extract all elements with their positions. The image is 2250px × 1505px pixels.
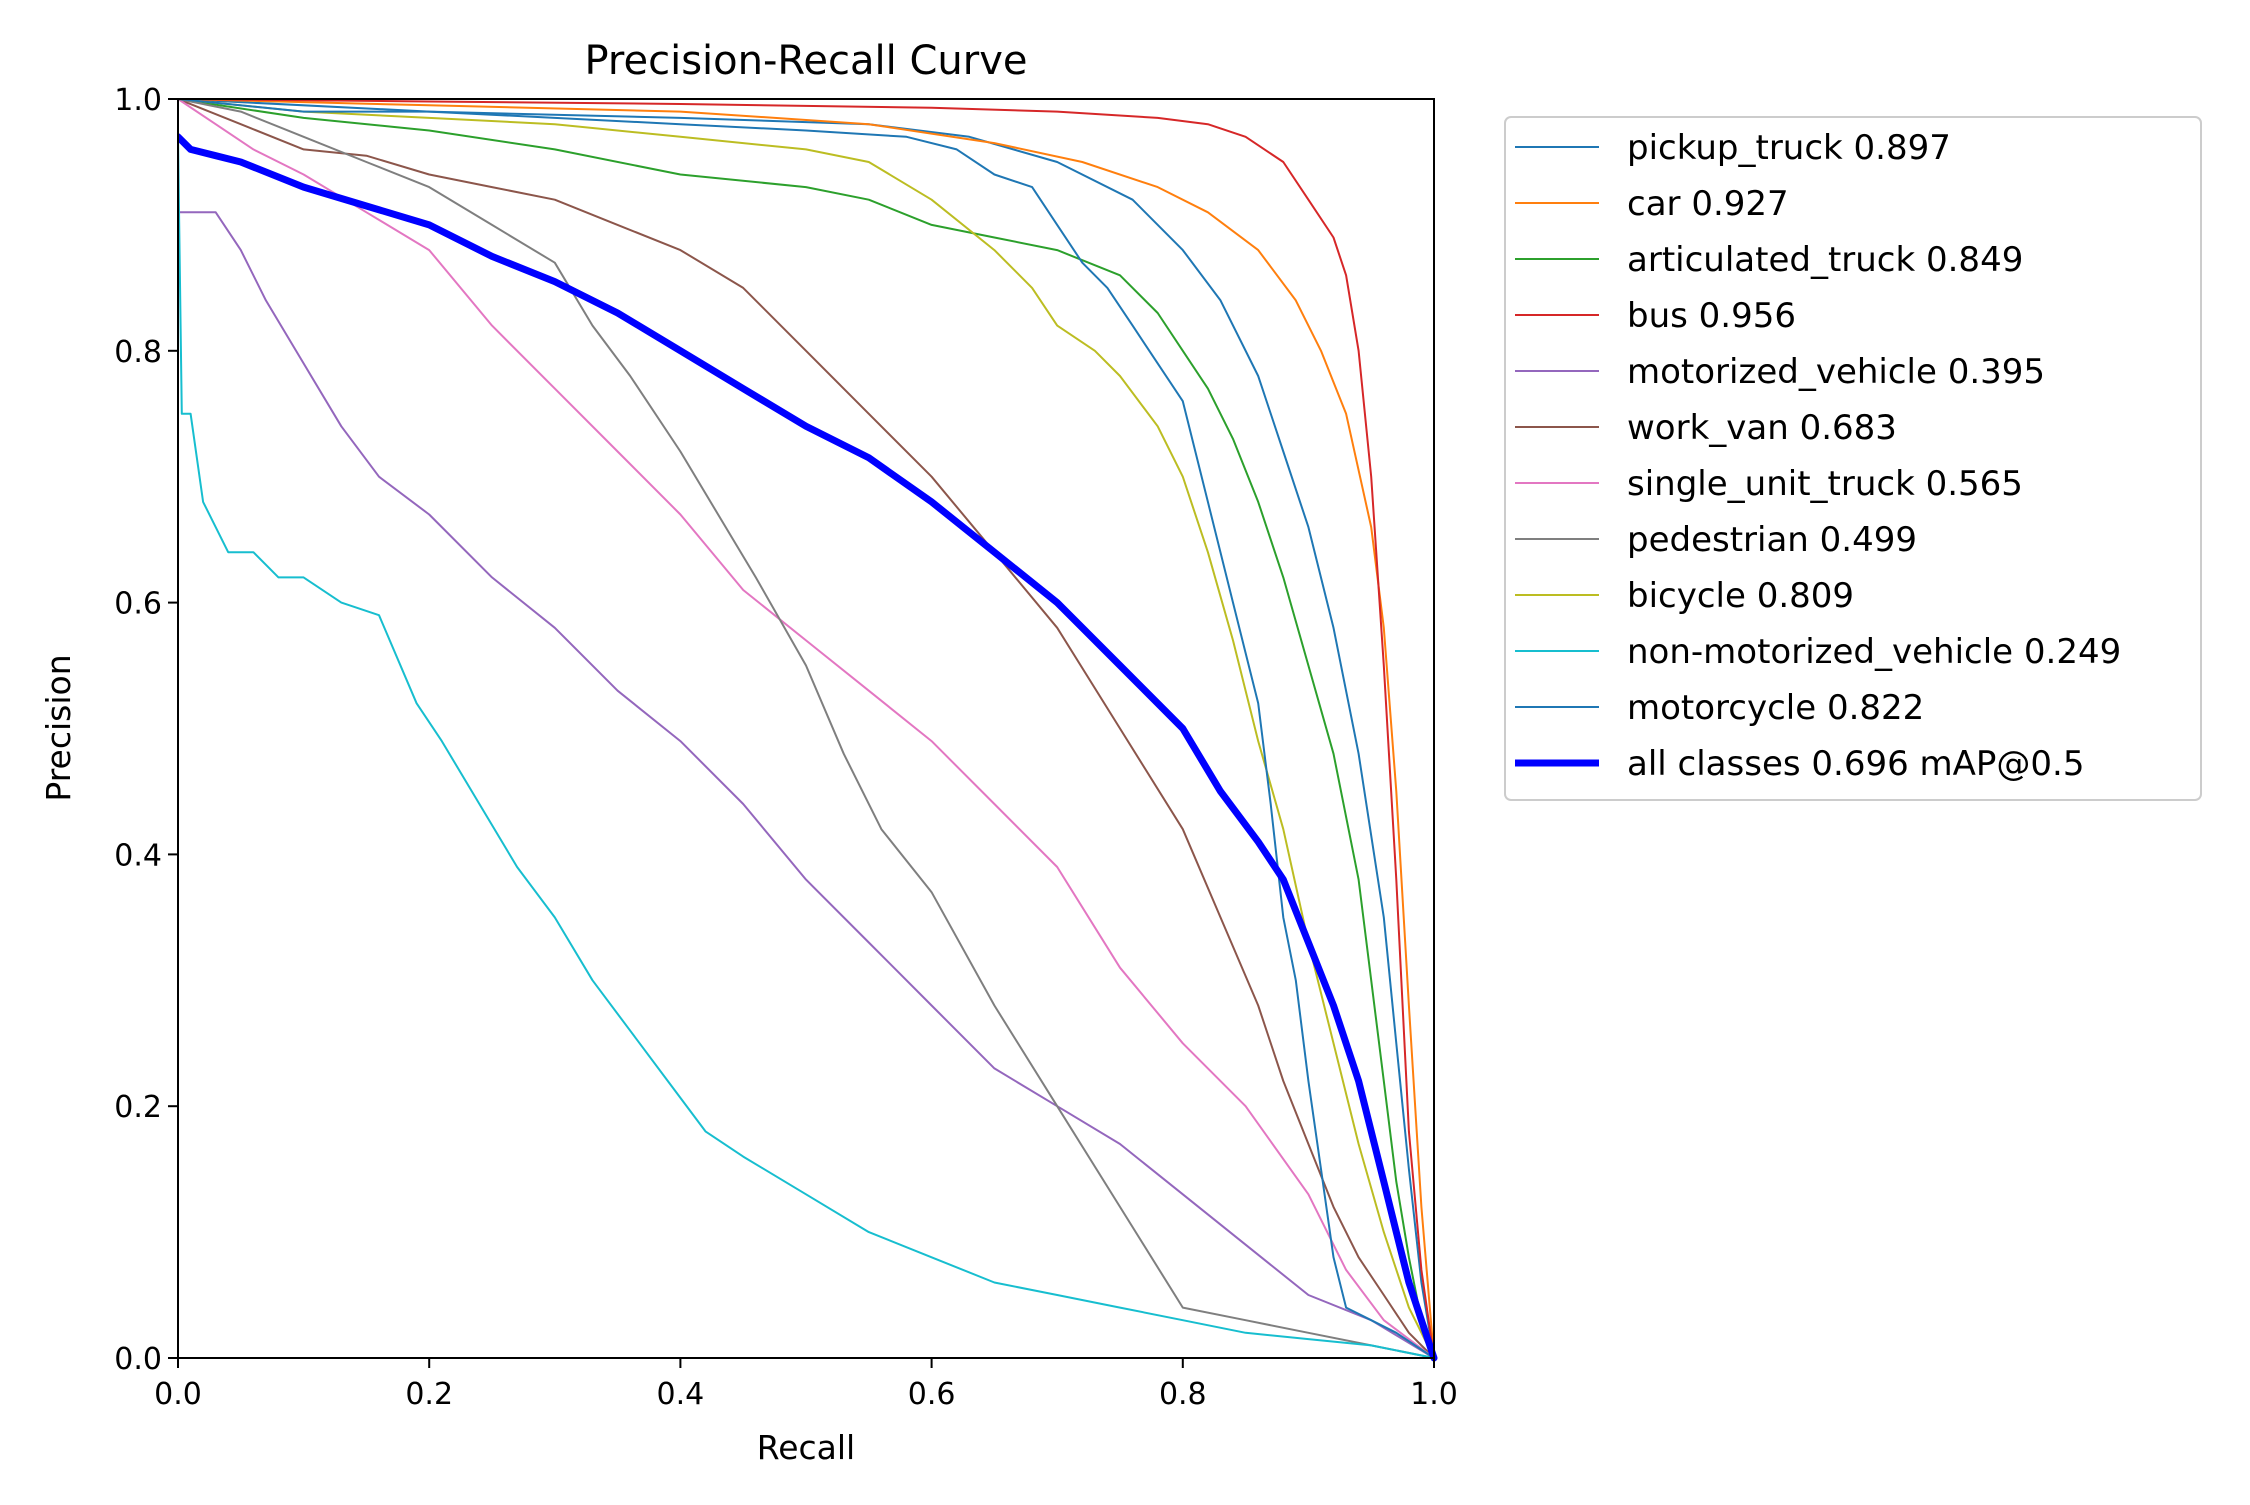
y-tick-label: 0.0 [114,1342,162,1377]
series-line-7 [178,98,1435,1359]
x-tick-label: 0.8 [1159,1377,1207,1412]
legend-label: bicycle 0.809 [1627,576,1854,616]
x-tick-label: 0.0 [154,1377,202,1412]
legend-label: single_unit_truck 0.565 [1627,464,2023,504]
legend-label: motorcycle 0.822 [1627,688,1924,728]
series-line-1 [178,98,1435,1359]
legend-label: car 0.927 [1627,184,1789,224]
legend-label: articulated_truck 0.849 [1627,240,2023,280]
series-line-11 [178,133,1438,1362]
x-tick-label: 0.4 [657,1377,705,1412]
series-line-3 [178,98,1435,1359]
series-layer [178,98,1438,1362]
y-axis-label: Precision [39,654,78,801]
series-line-4 [178,211,1435,1359]
x-tick-label: 1.0 [1410,1377,1458,1412]
y-tick-label: 0.8 [114,335,162,370]
legend-label: work_van 0.683 [1627,408,1897,448]
y-tick-label: 1.0 [114,83,162,118]
legend-label: motorized_vehicle 0.395 [1627,352,2045,392]
ticks-layer: 0.0 0.2 0.4 0.6 0.8 1.0 0.0 0.2 0.4 0.6 0.8 1.0 [114,83,1458,1412]
legend-frame [1504,116,2202,801]
legend-label: all classes 0.696 mAP@0.5 [1627,744,2084,784]
series-line-10 [178,98,1435,1359]
chart-title: Precision-Recall Curve [585,38,1028,84]
series-line-8 [178,98,1435,1359]
legend: pickup_truck 0.897 car 0.927 articulated_t… [1504,116,2202,801]
x-tick-label: 0.6 [908,1377,956,1412]
x-axis-label: Recall [757,1428,855,1467]
plot-frame [177,98,1435,1359]
y-tick-label: 0.4 [114,838,162,873]
series-line-2 [178,98,1435,1359]
legend-label: pedestrian 0.499 [1627,520,1917,560]
legend-label: bus 0.956 [1627,296,1796,336]
series-line-9 [178,135,1435,1359]
series-line-5 [178,98,1435,1359]
legend-label: pickup_truck 0.897 [1627,128,1951,168]
legend-label: non-motorized_vehicle 0.249 [1627,632,2121,672]
y-tick-label: 0.2 [114,1090,162,1125]
x-tick-label: 0.2 [405,1377,453,1412]
y-tick-label: 0.6 [114,587,162,622]
